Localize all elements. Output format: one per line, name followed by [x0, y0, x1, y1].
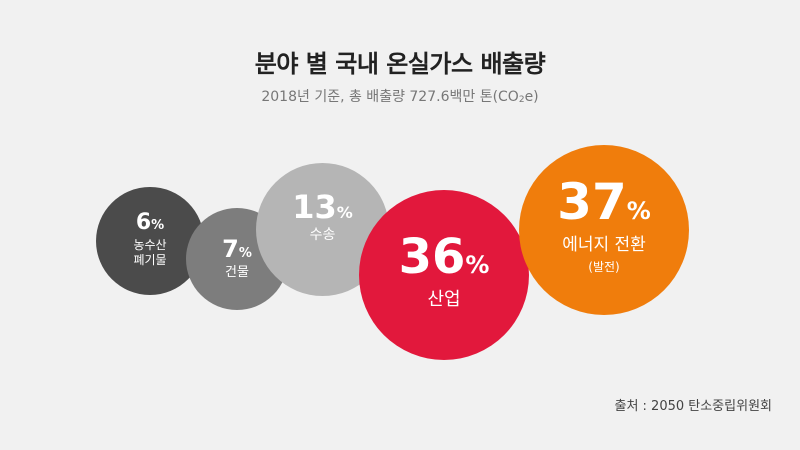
- bubble-energy-conversion-label: 에너지 전환: [562, 235, 646, 256]
- source-note: 출처 : 2050 탄소중립위원회: [614, 399, 772, 414]
- bubble-agriculture-waste-label: 농수산 폐기물: [133, 238, 167, 267]
- bubble-energy-conversion-note: (발전): [588, 260, 620, 275]
- bubble-industry: 36% 산업: [359, 190, 529, 360]
- bubble-buildings-label: 건물: [225, 264, 249, 280]
- chart-subtitle: 2018년 기준, 총 배출량 727.6백만 톤(CO2e): [0, 86, 800, 106]
- subtitle-subscript: 2: [518, 95, 525, 105]
- bubble-energy-conversion-value: 37%: [557, 173, 651, 232]
- bubble-industry-label: 산업: [427, 288, 461, 310]
- chart-title: 분야 별 국내 온실가스 배출량: [254, 50, 546, 78]
- bubble-agriculture-waste: 6% 농수산 폐기물: [96, 187, 204, 295]
- subtitle-end: e): [524, 89, 539, 105]
- bubble-transport-value: 13%: [292, 188, 353, 226]
- bubble-transport-label: 수송: [309, 227, 336, 243]
- bubble-industry-value: 36%: [398, 228, 490, 285]
- subtitle-main: 2018년 기준, 총 배출량 727.6백만 톤(CO: [261, 89, 519, 105]
- bubble-buildings-value: 7%: [222, 234, 252, 263]
- bubble-agriculture-waste-value: 6%: [135, 210, 165, 235]
- bubble-energy-conversion: 37% 에너지 전환 (발전): [519, 145, 689, 315]
